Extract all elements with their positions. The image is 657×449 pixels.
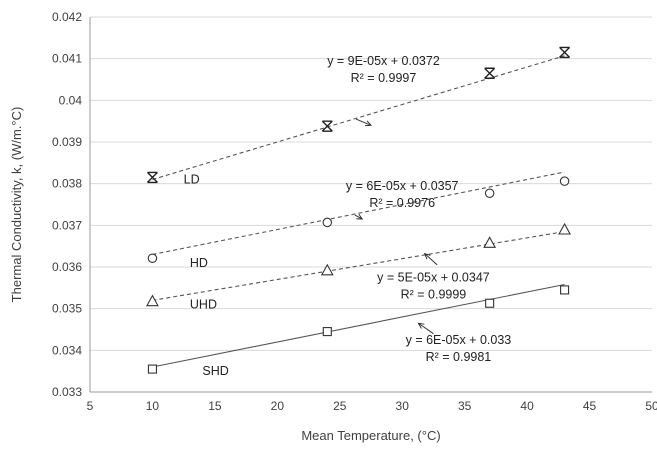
asterisk-marker [146,171,158,184]
trendline-equation: y = 9E-05x + 0.0372 [327,54,440,68]
x-tick-label: 20 [271,399,285,413]
y-tick-label: 0.035 [52,302,82,316]
series-ld [146,46,571,184]
triangle-marker [320,263,334,276]
annotations: LD y = 9E-05x + 0.0372 R² = 0.9997 HD y = 6E… [184,54,512,378]
trendline-equation: y = 5E-05x + 0.0347 [377,271,490,285]
arrow-head [364,120,373,127]
x-tick-label: 45 [583,399,597,413]
y-axis-title: Thermal Conductivity, k, (W/m.°C) [9,107,24,303]
arrow-head [423,252,431,260]
square-marker [322,327,332,337]
asterisk-marker [559,46,571,59]
y-tick-label: 0.034 [52,343,82,357]
asterisk-marker [484,67,496,79]
trendline [152,55,565,181]
y-tick-label: 0.041 [52,52,82,66]
asterisk-marker [321,120,333,132]
series-name-label: HD [190,256,208,270]
y-tick-label: 0.039 [52,135,82,149]
trendline [152,283,565,368]
arrow-line [418,322,434,335]
trendline [152,171,565,256]
r-squared-label: R² = 0.9976 [369,196,435,210]
series-hd [147,171,570,264]
x-axis-title: Mean Temperature, (°C) [301,428,440,443]
arrow-head [356,213,364,220]
tick-labels: 0.033 0.034 0.035 0.036 0.037 0.038 0.039 0.04 0… [52,10,657,413]
square-marker [147,364,157,374]
triangle-marker [483,236,497,248]
r-squared-label: R² = 0.9997 [351,71,417,85]
series-name-label: UHD [190,298,217,312]
y-tick-label: 0.036 [52,260,82,274]
x-tick-label: 50 [645,399,657,413]
x-tick-label: 5 [87,399,94,413]
y-tick-label: 0.04 [59,93,83,107]
arrow-line [355,118,372,126]
trendline-equation: y = 6E-05x + 0.0357 [346,179,459,193]
circle-marker [484,188,495,199]
r-squared-label: R² = 0.9999 [401,288,467,302]
series-name-label: SHD [202,364,228,378]
circle-marker [322,217,333,228]
trendline-equation: y = 6E-05x + 0.033 [406,333,512,347]
x-tick-label: 25 [333,399,347,413]
y-tick-label: 0.042 [52,10,82,24]
x-tick-label: 35 [458,399,472,413]
circle-marker [559,176,570,186]
x-tick-label: 10 [146,399,160,413]
y-tick-label: 0.038 [52,177,82,191]
triangle-marker [146,294,159,307]
grid [90,16,652,351]
square-marker [485,298,495,308]
y-tick-label: 0.037 [52,218,82,232]
series-uhd [146,222,572,307]
square-marker [560,285,570,295]
r-squared-label: R² = 0.9981 [426,350,492,364]
circle-marker [147,253,158,264]
arrow-line [354,214,363,220]
series [146,46,572,374]
y-tick-label: 0.033 [52,385,82,399]
arrow-head [417,322,425,329]
x-tick-label: 15 [208,399,222,413]
triangle-marker [558,222,572,235]
x-tick-label: 30 [396,399,410,413]
x-tick-label: 40 [520,399,534,413]
series-shd [147,283,570,374]
axes [89,17,652,393]
series-name-label: LD [184,173,200,187]
arrow-line [424,253,438,266]
